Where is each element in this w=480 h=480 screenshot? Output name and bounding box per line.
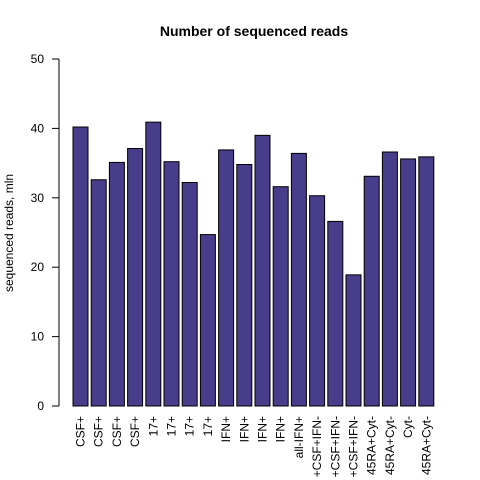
y-axis: 0 10 20 30 40 50 [31,52,60,413]
x-tick-label: +CSF+IFN- [310,416,324,477]
bar [272,186,289,407]
bar [381,151,398,407]
bar [218,149,235,407]
bar [127,148,144,407]
bars [72,121,435,407]
bar [199,234,216,407]
x-tick-label: 17+ [183,416,197,436]
y-tick-label: 40 [31,121,45,135]
y-tick-label: 30 [31,191,45,205]
x-tick-label: CSF+ [110,416,124,447]
x-tick-label: 17+ [165,416,179,436]
bar [163,161,180,407]
x-tick-label: CSF+ [128,416,142,447]
bar [290,152,307,407]
x-tick-label: Cyt- [401,416,415,438]
x-tick-label: 45RA+Cyt- [419,416,433,475]
x-tick-label: all-IFN+ [292,416,306,458]
y-axis-label: sequenced reads, mln [2,174,16,292]
x-tick-label: 17+ [201,416,215,436]
bar [254,134,271,407]
bar [418,156,435,407]
y-tick-label: 50 [31,52,45,66]
chart-title: Number of sequenced reads [160,23,348,39]
bar [145,121,162,407]
x-tick-label: CSF+ [74,416,88,447]
bar [90,179,107,407]
y-tick-label: 0 [37,399,44,413]
x-tick-label: IFN+ [256,416,270,442]
x-tick-label: +CSF+IFN- [347,416,361,477]
bar [400,158,417,407]
x-tick-label: IFN+ [274,416,288,442]
bar [345,274,362,407]
x-tick-label: CSF+ [92,416,106,447]
bar [309,195,326,407]
x-tick-label: 45RA+Cyt- [365,416,379,475]
y-tick-label: 10 [31,330,45,344]
y-tick-label: 20 [31,260,45,274]
x-tick-label: 17+ [146,416,160,436]
bar [72,126,89,407]
x-tick-label: +CSF+IFN- [328,416,342,477]
bar [108,161,125,407]
x-tick-label: IFN+ [237,416,251,442]
bar [363,175,380,407]
x-tick-label: IFN+ [219,416,233,442]
bar [236,163,253,407]
bar [181,182,198,407]
x-tick-label: 45RA+Cyt- [383,416,397,475]
bar [327,220,344,407]
x-axis-tick-labels: CSF+ CSF+ CSF+ CSF+ 17+ 17+ 17+ 17+ IFN+ IFN+ IFN+… [74,416,434,477]
